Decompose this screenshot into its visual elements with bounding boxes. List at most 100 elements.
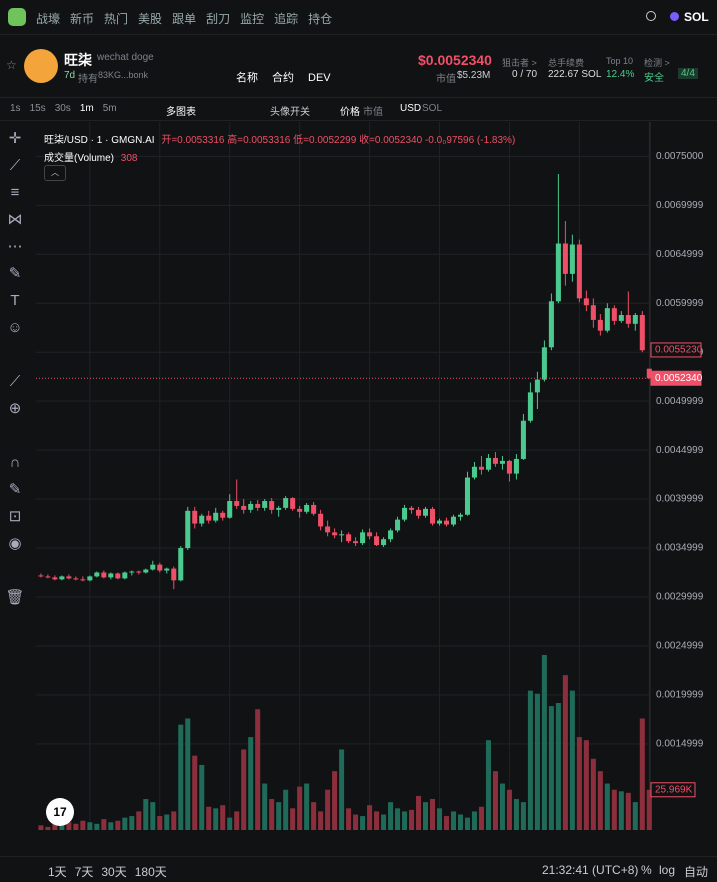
collapse[interactable]: ︿ — [44, 165, 66, 181]
candle-body — [402, 507, 408, 520]
range[interactable]: 1天 — [48, 865, 67, 879]
token-name: 旺柒 — [64, 52, 92, 68]
nav-item[interactable]: 监控 — [240, 12, 265, 26]
candle-body — [457, 514, 464, 517]
bottom-bar: 1天 7天 30天 180天 21:32:41 (UTC+8) % log 自动 — [0, 856, 717, 882]
search[interactable] — [646, 11, 656, 21]
candle-body — [80, 579, 86, 581]
auto[interactable]: 自动 — [684, 865, 709, 879]
candle-body — [143, 569, 149, 573]
candle-body — [241, 505, 247, 510]
candle-body — [262, 501, 268, 508]
chain[interactable]: SOL — [670, 10, 709, 24]
volume-bar — [80, 820, 86, 830]
token-sub: wechat doge — [97, 52, 154, 63]
interval[interactable]: 30s — [54, 103, 71, 114]
candle-body — [199, 515, 205, 524]
mcap-toggle[interactable]: 市值 — [363, 107, 383, 118]
volume-bar — [220, 805, 226, 830]
star[interactable]: ☆ — [6, 58, 17, 72]
volume-bar — [395, 808, 401, 830]
interval[interactable]: 1m — [79, 103, 94, 114]
volume-bar — [625, 792, 631, 830]
y-tick-label: 0.0034999 — [656, 543, 704, 554]
volume-bar — [164, 814, 170, 830]
candle-body — [290, 498, 296, 509]
y-tick-label: 0.0014999 — [656, 738, 704, 749]
candle-body — [569, 244, 575, 274]
volume-bar — [464, 817, 470, 830]
volume-bar — [108, 822, 114, 830]
nav-item[interactable]: 跟单 — [172, 12, 197, 26]
volume-mark-box — [650, 782, 696, 798]
volume-bar — [499, 783, 505, 830]
avatar-toggle[interactable]: 头像开关 — [270, 107, 310, 118]
candle-body — [492, 457, 498, 464]
volume-bar — [129, 816, 135, 830]
candle-body — [416, 509, 422, 516]
volume-bar — [325, 789, 331, 830]
nav-items: 战壕 新币 热门 美股 跟单 刮刀 监控 追踪 持仓 — [36, 10, 342, 27]
y-tick-label: 0.0064999 — [656, 249, 704, 260]
volume-bar — [604, 783, 610, 830]
volume-bar — [618, 791, 624, 830]
range[interactable]: 180天 — [134, 865, 167, 879]
volume-bar — [576, 737, 582, 830]
volume-bar — [59, 825, 65, 830]
logo[interactable] — [8, 8, 26, 26]
candle-body — [499, 460, 505, 464]
candle-body — [276, 507, 282, 510]
volume-bar — [192, 755, 198, 830]
range[interactable]: 7天 — [74, 865, 94, 879]
volume-bar — [122, 817, 128, 830]
volume-bar — [436, 808, 443, 830]
link[interactable]: 名称 — [236, 72, 258, 84]
log[interactable]: log — [659, 863, 676, 877]
tv-logo[interactable]: 17 — [46, 798, 74, 826]
candle-body — [625, 315, 631, 324]
sol-toggle[interactable]: SOL — [422, 103, 443, 114]
links: 名称 合约 DEV — [236, 69, 345, 85]
link[interactable]: 合约 — [272, 72, 294, 84]
multi-chart[interactable]: 多图表 — [166, 107, 196, 118]
range[interactable]: 30天 — [101, 865, 127, 879]
candle-body — [94, 572, 100, 577]
candle-body — [115, 573, 121, 579]
tool-icons[interactable]: ✛ ⟋ ≡ ⋈ ⋯ ✎ T ☺ ⟋ ⊕ ∩ ✎ ⊡ ◉ 🗑 — [5, 130, 25, 606]
price-mark-box — [650, 370, 702, 386]
nav-item[interactable]: 美股 — [138, 12, 163, 26]
volume-bar — [471, 811, 477, 830]
nav-item[interactable]: 追踪 — [274, 12, 299, 26]
usd-toggle[interactable]: USD — [400, 103, 422, 114]
volume-bar — [583, 740, 589, 830]
volume-bar — [632, 802, 638, 830]
candle-body — [192, 510, 198, 524]
volume-bar — [213, 808, 219, 830]
interval[interactable]: 15s — [29, 103, 46, 114]
volume-bar — [143, 799, 149, 830]
avatar — [24, 49, 58, 83]
link[interactable]: DEV — [308, 72, 331, 84]
address[interactable]: 83KG...bonk — [98, 70, 149, 80]
candle-body — [136, 571, 142, 573]
interval[interactable]: 5m — [102, 103, 117, 114]
interval[interactable]: 1s — [10, 103, 21, 114]
nav-item[interactable]: 刮刀 — [206, 12, 231, 26]
candle-body — [388, 530, 394, 540]
volume-bar — [611, 789, 617, 830]
nav-item[interactable]: 持仓 — [308, 12, 333, 26]
candle-body — [632, 315, 638, 324]
nav-item[interactable]: 热门 — [104, 12, 129, 26]
nav-item[interactable]: 战壕 — [36, 12, 61, 26]
candle-body — [429, 508, 436, 524]
drawing-tools: ✛ ⟋ ≡ ⋈ ⋯ ✎ T ☺ ⟋ ⊕ ∩ ✎ ⊡ ◉ 🗑 — [0, 125, 30, 606]
nav-item[interactable]: 新币 — [70, 12, 95, 26]
pct[interactable]: % — [641, 863, 652, 877]
candle-body — [513, 458, 519, 474]
volume-bar — [45, 826, 51, 830]
volume-bar — [269, 799, 275, 830]
candle-body — [478, 466, 484, 470]
price-toggle[interactable]: 价格 — [340, 107, 360, 118]
candle-body — [45, 576, 51, 578]
